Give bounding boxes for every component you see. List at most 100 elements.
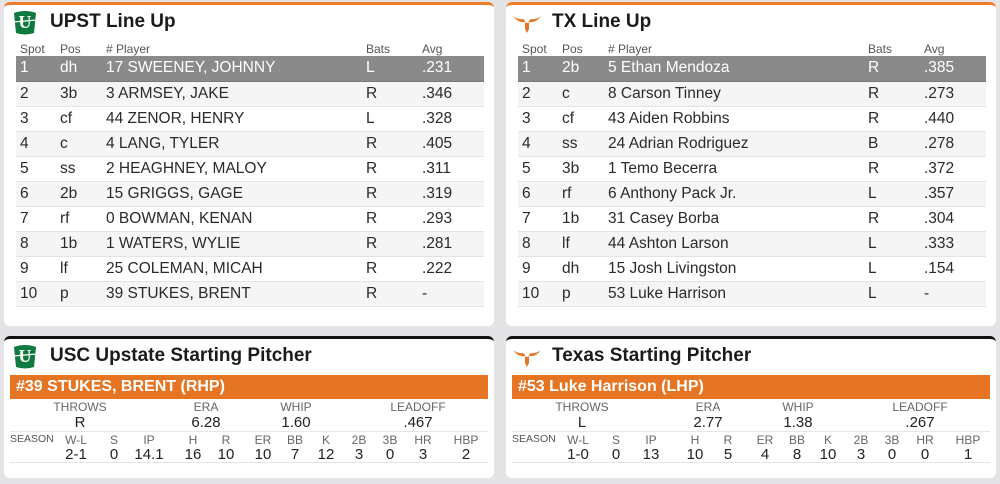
tx-pitcher-card: Texas Starting Pitcher #53 Luke Harrison… (506, 336, 996, 478)
value-whip: 1.38 (783, 414, 813, 431)
cell-spot: 10 (16, 281, 60, 307)
cell-spot: 8 (518, 231, 562, 257)
label-h: H (188, 433, 198, 447)
value-3b: 0 (887, 446, 897, 463)
cell-avg: .281 (422, 231, 484, 257)
col-pos: Pos (562, 42, 583, 56)
cell-spot: 4 (16, 131, 60, 157)
cell-player: 39 STUKES, BRENT (104, 281, 366, 307)
longhorn-logo-icon (512, 7, 542, 37)
table-row: 5 ss 2 HEAGHNEY, MALOY R .311 (16, 156, 484, 182)
cell-avg: .328 (422, 106, 484, 132)
label-ip: IP (645, 433, 657, 447)
upst-pitcher-stats: THROWS R ERA 6.28 WHIP 1.60 LEADOFF .467 SEASON W… (10, 399, 488, 463)
cell-spot: 3 (518, 106, 562, 132)
cell-player: 17 SWEENEY, JOHNNY (104, 56, 366, 82)
cell-player: 6 Anthony Pack Jr. (606, 181, 868, 207)
divider (512, 431, 990, 432)
label-er: ER (254, 433, 272, 447)
value-r: 10 (217, 446, 235, 463)
value-hr: 3 (418, 446, 428, 463)
cell-bats: R (868, 206, 924, 232)
cell-bats: L (868, 231, 924, 257)
value-k: 10 (819, 446, 837, 463)
cell-player: 8 Carson Tinney (606, 81, 868, 107)
value-whip: 1.60 (281, 414, 311, 431)
label-bb: BB (788, 433, 806, 447)
cell-pos: rf (60, 206, 104, 232)
label-hbp: HBP (955, 433, 981, 447)
label-whip: WHIP (280, 400, 312, 414)
value-hbp: 1 (963, 446, 973, 463)
cell-bats: L (366, 56, 422, 82)
cell-player: 31 Casey Borba (606, 206, 868, 232)
table-row: 4 ss 24 Adrian Rodriguez B .278 (518, 131, 986, 157)
table-row: 5 3b 1 Temo Becerra R .372 (518, 156, 986, 182)
cell-spot: 1 (16, 56, 60, 82)
table-row: 9 dh 15 Josh Livingston L .154 (518, 256, 986, 282)
cell-avg: .231 (422, 56, 484, 82)
col-player: # Player (608, 42, 653, 56)
cell-pos: c (60, 131, 104, 157)
col-avg: Avg (422, 42, 443, 56)
cell-avg: - (422, 281, 484, 307)
cell-player: 25 COLEMAN, MICAH (104, 256, 366, 282)
col-avg: Avg (924, 42, 945, 56)
cell-spot: 8 (16, 231, 60, 257)
label-ip: IP (143, 433, 155, 447)
cell-player: 24 Adrian Rodriguez (606, 131, 868, 157)
label-wl: W-L (567, 433, 589, 447)
cell-avg: .293 (422, 206, 484, 232)
cell-bats: R (868, 56, 924, 82)
value-ip: 14.1 (134, 446, 164, 463)
label-k: K (321, 433, 331, 447)
table-row: 6 2b 15 GRIGGS, GAGE R .319 (16, 181, 484, 207)
cell-bats: R (366, 256, 422, 282)
cell-pos: cf (60, 106, 104, 132)
value-throws: R (74, 414, 86, 431)
cell-player: 3 ARMSEY, JAKE (104, 81, 366, 107)
value-bb: 8 (792, 446, 802, 463)
label-s: S (109, 433, 119, 447)
table-row: 7 1b 31 Casey Borba R .304 (518, 206, 986, 232)
label-s: S (611, 433, 621, 447)
value-h: 16 (184, 446, 202, 463)
cell-pos: 2b (60, 181, 104, 207)
value-er: 10 (254, 446, 272, 463)
label-bb: BB (286, 433, 304, 447)
cell-pos: dh (562, 256, 606, 282)
cell-bats: R (366, 231, 422, 257)
cell-spot: 9 (16, 256, 60, 282)
cell-spot: 9 (518, 256, 562, 282)
cell-spot: 6 (518, 181, 562, 207)
cell-pos: c (562, 81, 606, 107)
col-pos: Pos (60, 42, 81, 56)
upst-pitcher-title: USC Upstate Starting Pitcher (50, 345, 312, 366)
cell-pos: lf (562, 231, 606, 257)
cell-bats: R (366, 131, 422, 157)
upst-lineup-header: U UPST Line Up (4, 5, 494, 39)
col-bats: Bats (868, 42, 893, 56)
cell-pos: ss (60, 156, 104, 182)
label-hbp: HBP (453, 433, 479, 447)
label-h: H (690, 433, 700, 447)
label-throws: THROWS (555, 400, 609, 414)
upst-pitcher-card: U USC Upstate Starting Pitcher #39 STUKE… (4, 336, 494, 478)
label-2b: 2B (351, 433, 367, 447)
divider (10, 431, 488, 432)
cell-avg: .333 (924, 231, 986, 257)
label-leadoff: LEADOFF (390, 400, 446, 414)
cell-avg: .440 (924, 106, 986, 132)
cell-player: 4 LANG, TYLER (104, 131, 366, 157)
value-leadoff: .467 (403, 414, 433, 431)
table-row: 8 1b 1 WATERS, WYLIE R .281 (16, 231, 484, 257)
cell-bats: R (366, 156, 422, 182)
cell-spot: 3 (16, 106, 60, 132)
upst-pitcher-header: U USC Upstate Starting Pitcher (4, 339, 494, 373)
cell-spot: 6 (16, 181, 60, 207)
label-leadoff: LEADOFF (892, 400, 948, 414)
divider (512, 462, 990, 463)
